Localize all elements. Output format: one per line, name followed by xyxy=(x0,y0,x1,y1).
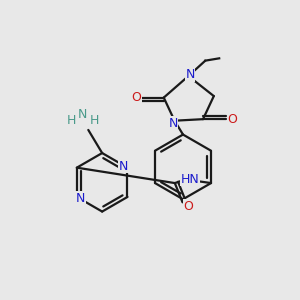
Text: N: N xyxy=(78,108,88,121)
Text: N: N xyxy=(76,192,86,205)
Text: H: H xyxy=(90,114,99,127)
Text: H: H xyxy=(67,114,76,127)
Text: N: N xyxy=(168,116,178,130)
Text: O: O xyxy=(227,113,237,126)
Text: N: N xyxy=(119,160,128,172)
Text: HN: HN xyxy=(181,173,200,186)
Text: O: O xyxy=(131,91,141,104)
Text: O: O xyxy=(184,200,194,213)
Text: N: N xyxy=(185,68,195,81)
